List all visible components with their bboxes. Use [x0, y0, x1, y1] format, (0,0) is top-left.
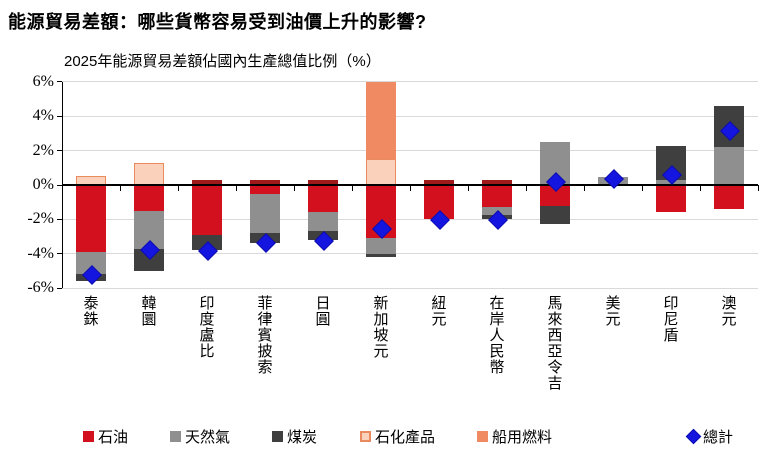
x-axis-label: 馬 來 西 亞 令 吉: [547, 295, 563, 392]
bar-segment-oil: [656, 185, 686, 213]
oil-legend-swatch-icon: [83, 431, 94, 442]
legend-item-gas: 天然氣: [170, 426, 230, 447]
x-axis-label: 韓 圜: [141, 295, 157, 328]
legend-item-oil: 石油: [83, 426, 128, 447]
legend-item-total: 總計: [685, 426, 734, 447]
bar-segment-coal: [540, 205, 570, 224]
total-legend-swatch-icon: [685, 428, 702, 445]
y-axis-tick: [57, 253, 62, 255]
coal-legend-swatch-icon: [272, 431, 283, 442]
bar-segment-petchem: [366, 159, 396, 185]
x-axis-tick: [293, 185, 295, 191]
x-axis-label: 澳 元: [721, 295, 737, 328]
legend-item-coal: 煤炭: [272, 426, 317, 447]
x-axis-tick: [641, 185, 643, 191]
bar-segment-oil: [540, 185, 570, 206]
bar-segment-oil: [250, 185, 280, 194]
bar-top-cap: [192, 180, 222, 185]
x-axis-tick: [583, 185, 585, 191]
y-axis-tick: [57, 81, 62, 83]
gridline-6: [62, 81, 758, 83]
y-axis-label: 0%: [32, 176, 54, 193]
y-axis-label: 2%: [32, 141, 54, 159]
chart-subtitle: 2025年能源貿易差額佔國內生產總值比例（%）: [64, 53, 381, 70]
y-axis-tick: [57, 150, 62, 152]
y-axis-label: 4%: [32, 107, 54, 125]
petchem-legend-swatch-icon: [360, 431, 371, 442]
bar-top-cap: [482, 180, 512, 185]
x-axis-tick: [525, 185, 527, 191]
y-axis-tick: [57, 115, 62, 117]
bar-segment-oil: [308, 185, 338, 213]
gridline--4: [62, 253, 758, 255]
x-axis-tick: [409, 185, 411, 191]
bar-segment-gas: [308, 212, 338, 232]
x-axis-label: 在 岸 人 民 幣: [489, 295, 505, 376]
x-axis-label: 美 元: [605, 295, 621, 328]
y-axis-tick: [57, 287, 62, 289]
x-axis-tick: [467, 185, 469, 191]
gridline--2: [62, 218, 758, 220]
bar-segment-gas: [76, 251, 106, 275]
gas-legend-swatch-icon: [170, 431, 181, 442]
legend-item-marine: 船用燃料: [477, 426, 552, 447]
x-axis-tick: [757, 185, 759, 191]
bar-segment-oil: [714, 185, 744, 210]
bar-segment-coal: [366, 253, 396, 258]
x-axis-label: 泰 銖: [83, 295, 99, 328]
bar-segment-oil: [76, 185, 106, 252]
bar-segment-oil: [134, 185, 164, 211]
page-title: 能源貿易差額：哪些貨幣容易受到油價上升的影響?: [8, 12, 427, 32]
y-axis-label: -6%: [27, 279, 54, 297]
bar-segment-oil: [482, 185, 512, 208]
bar-top-cap: [250, 180, 280, 185]
bar-segment-coal: [134, 248, 164, 271]
x-axis-label: 印 度 盧 比: [199, 295, 215, 360]
marine-legend-swatch-icon: [477, 431, 488, 442]
x-axis-label: 菲 律 賓 披 索: [257, 295, 273, 376]
bar-top-cap: [424, 180, 454, 185]
bar-segment-marine: [366, 81, 396, 160]
legend-label: 石油: [98, 429, 129, 446]
x-axis-label: 日 圓: [315, 295, 331, 328]
x-axis-label: 紐 元: [431, 295, 447, 328]
y-axis-label: -2%: [27, 210, 54, 228]
bar-segment-gas: [250, 193, 280, 234]
bar-segment-petchem: [134, 162, 164, 185]
gridline--6: [62, 287, 758, 289]
bar-segment-oil: [192, 185, 222, 235]
x-axis-tick: [177, 185, 179, 191]
legend-label: 石化產品: [375, 429, 436, 446]
bar-top-cap: [308, 180, 338, 185]
x-axis-tick: [235, 185, 237, 191]
x-axis-tick: [351, 185, 353, 191]
x-axis-label: 新 加 坡 元: [373, 295, 389, 360]
legend-label: 天然氣: [185, 429, 231, 446]
y-axis-label: -4%: [27, 244, 54, 262]
legend-label: 總計: [703, 429, 734, 446]
y-axis-tick: [57, 218, 62, 220]
x-axis-tick: [699, 185, 701, 191]
gridline-2: [62, 150, 758, 152]
bar-segment-gas: [714, 147, 744, 185]
x-axis-tick: [119, 185, 121, 191]
total-diamond-marker: [604, 169, 624, 190]
x-axis-label: 印 尼 盾: [663, 295, 679, 344]
bar-segment-gas: [366, 238, 396, 254]
legend-item-petchem: 石化產品: [360, 426, 435, 447]
gridline-4: [62, 115, 758, 117]
y-axis-tick: [57, 184, 62, 186]
legend-label: 船用燃料: [492, 429, 553, 446]
legend-label: 煤炭: [287, 429, 318, 446]
y-axis-label: 6%: [32, 72, 54, 90]
